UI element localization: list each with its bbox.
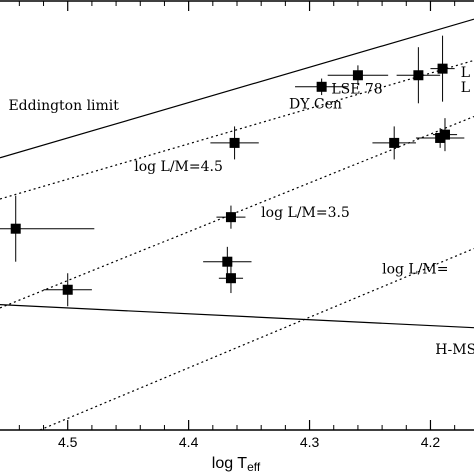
solid-line-0 <box>0 18 474 159</box>
point-marker-2 <box>229 137 240 148</box>
data-point-2 <box>210 126 259 160</box>
solid-line-4 <box>0 304 474 329</box>
reference-lines <box>0 18 474 430</box>
plot-frame <box>0 0 474 431</box>
data-point-8 <box>372 126 416 160</box>
annotations: Eddington limit log L/M=4.5 log L/M=3.5 log… <box>8 65 474 358</box>
data-point-5 <box>218 263 244 294</box>
point-marker-6 <box>316 81 327 92</box>
data-point-10 <box>430 35 455 102</box>
point-marker-4 <box>222 256 233 267</box>
point-marker-3 <box>225 212 236 223</box>
data-point-6 <box>295 78 349 96</box>
point-marker-0 <box>10 223 21 234</box>
data-point-3 <box>216 205 246 229</box>
data-point-7 <box>327 65 389 86</box>
annotation-1: log L/M=4.5 <box>134 159 223 175</box>
x-axis-label: log Teff <box>212 455 261 474</box>
point-marker-1 <box>62 284 73 295</box>
point-marker-12 <box>439 129 450 140</box>
data-point-9 <box>396 47 441 104</box>
dotted-line-2 <box>0 115 474 309</box>
annotation-8: L <box>461 80 470 96</box>
data-point-0 <box>0 195 95 262</box>
x-axis-ticks: 4.5 4.4 4.3 4.2 <box>18 1 456 450</box>
data-points <box>0 35 465 307</box>
annotation-2: log L/M=3.5 <box>261 205 350 221</box>
point-marker-10 <box>437 63 448 74</box>
annotation-4: H-MS <box>435 342 474 358</box>
point-marker-8 <box>389 137 400 148</box>
annotation-5: DY Cen <box>289 96 342 112</box>
point-marker-5 <box>225 273 236 284</box>
x-tick-label-1: 4.4 <box>179 434 199 450</box>
data-point-4 <box>203 246 252 277</box>
data-point-1 <box>43 273 92 307</box>
x-tick-label-0: 4.5 <box>58 434 78 450</box>
annotation-7: L <box>461 65 470 81</box>
data-point-12 <box>432 118 458 152</box>
dotted-line-3 <box>39 247 474 430</box>
annotation-6: LSE 78 <box>331 81 382 97</box>
x-tick-label-2: 4.3 <box>300 434 320 450</box>
annotation-0: Eddington limit <box>8 98 119 114</box>
point-marker-7 <box>352 70 363 81</box>
annotation-3: log L/M= <box>382 261 448 277</box>
point-marker-9 <box>413 70 424 81</box>
dotted-line-1 <box>0 59 474 200</box>
x-tick-label-3: 4.2 <box>421 434 441 450</box>
